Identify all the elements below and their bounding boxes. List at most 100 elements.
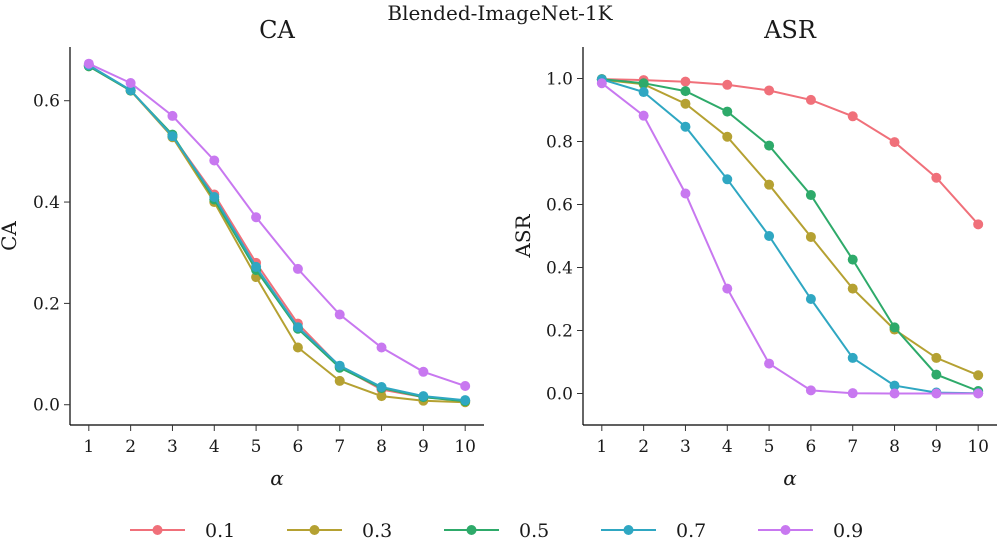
data-point <box>680 76 691 87</box>
y-axis-label: CA <box>0 221 21 251</box>
x-tick-label: 3 <box>167 437 178 457</box>
data-point <box>292 322 303 333</box>
data-point <box>209 155 220 166</box>
series-0.1 <box>83 60 471 406</box>
data-point <box>638 110 649 121</box>
data-point <box>889 388 900 399</box>
y-tick-label: 0.0 <box>33 396 60 416</box>
series-0.3 <box>83 61 471 408</box>
data-point <box>889 380 900 391</box>
panel-title: ASR <box>763 16 817 44</box>
series-0.3 <box>596 74 984 381</box>
series-0.9 <box>83 58 471 391</box>
x-tick-label: 6 <box>292 437 303 457</box>
data-point <box>847 111 858 122</box>
x-tick-label: 5 <box>764 437 775 457</box>
y-axis-label: ASR <box>511 213 535 258</box>
data-point <box>418 391 429 402</box>
series-line <box>88 65 466 404</box>
legend-marker <box>466 525 477 535</box>
data-point <box>847 388 858 399</box>
data-point <box>334 375 345 386</box>
legend: 0.1 0.3 0.5 0.7 0.9 <box>130 520 863 542</box>
data-point <box>847 352 858 363</box>
data-point <box>292 263 303 274</box>
data-point <box>764 358 775 369</box>
y-tick-label: 1.0 <box>546 70 573 90</box>
series-line <box>601 78 979 395</box>
data-point <box>722 174 733 185</box>
data-point <box>847 283 858 294</box>
data-point <box>931 172 942 183</box>
data-point <box>334 360 345 371</box>
x-tick-label: 8 <box>376 437 387 457</box>
series-line <box>88 64 466 402</box>
series-0.7 <box>83 60 471 406</box>
legend-marker <box>623 525 634 535</box>
y-tick-label: 0.4 <box>546 259 573 279</box>
data-point <box>805 231 816 242</box>
series-0.5 <box>83 61 471 407</box>
x-tick-label: 2 <box>638 437 649 457</box>
legend-entry-0.3: 0.3 <box>287 520 392 542</box>
data-point <box>251 261 262 272</box>
data-point <box>764 140 775 151</box>
x-tick-label: 2 <box>125 437 136 457</box>
data-point <box>805 385 816 396</box>
panel-title: CA <box>259 16 295 44</box>
data-point <box>167 110 178 121</box>
data-point <box>764 85 775 96</box>
data-point <box>680 86 691 97</box>
data-point <box>638 78 649 89</box>
data-point <box>167 131 178 142</box>
legend-label: 0.5 <box>519 520 549 542</box>
data-point <box>376 381 387 392</box>
data-point <box>418 366 429 377</box>
figure-suptitle: Blended-ImageNet-1K <box>387 1 613 25</box>
x-tick-label: 1 <box>596 437 607 457</box>
data-point <box>460 395 471 406</box>
y-tick-label: 0.2 <box>33 294 60 314</box>
x-tick-label: 7 <box>334 437 345 457</box>
data-point <box>847 254 858 265</box>
data-point <box>680 188 691 199</box>
data-point <box>460 380 471 391</box>
panel-ca: CA 0.0 0.2 0.4 0.6 1 2 3 4 5 6 7 8 9 10 α CA <box>0 16 484 490</box>
legend-marker <box>152 525 163 535</box>
series-0.1 <box>596 74 984 230</box>
y-tick-label: 0.8 <box>546 133 573 153</box>
data-point <box>764 179 775 190</box>
y-tick-label: 0.6 <box>546 196 573 216</box>
legend-marker <box>309 525 320 535</box>
data-point <box>722 79 733 90</box>
data-point <box>889 137 900 148</box>
data-point <box>83 58 94 69</box>
data-point <box>805 294 816 304</box>
series-line <box>601 82 979 395</box>
x-tick-label: 3 <box>680 437 691 457</box>
data-point <box>764 231 775 241</box>
legend-label: 0.1 <box>205 520 235 542</box>
data-point <box>376 391 387 402</box>
legend-label: 0.3 <box>362 520 392 542</box>
x-tick-label: 9 <box>418 437 429 457</box>
legend-label: 0.9 <box>833 520 863 542</box>
legend-entry-0.5: 0.5 <box>444 520 549 542</box>
data-point <box>376 342 387 353</box>
data-point <box>805 190 816 201</box>
data-point <box>931 352 942 363</box>
series-0.9 <box>596 78 984 399</box>
data-point <box>722 106 733 117</box>
x-axis-label: α <box>783 466 797 490</box>
x-tick-label: 1 <box>83 437 94 457</box>
x-tick-label: 9 <box>931 437 942 457</box>
x-tick-label: 10 <box>454 437 476 457</box>
y-tick-label: 0.2 <box>546 322 573 342</box>
x-tick-label: 6 <box>805 437 816 457</box>
y-tick-label: 0.6 <box>33 92 60 112</box>
data-point <box>209 191 220 202</box>
data-point <box>722 131 733 142</box>
data-point <box>722 283 733 294</box>
series-line <box>601 78 979 377</box>
